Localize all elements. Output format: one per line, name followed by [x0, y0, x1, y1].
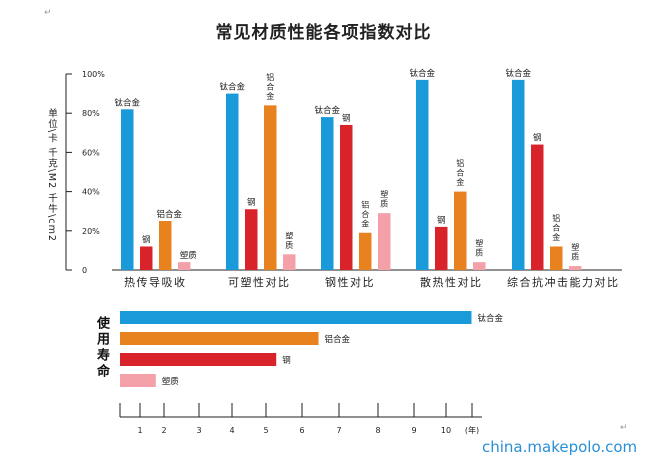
y-tick-label: 80% [82, 109, 100, 118]
bar-0-0 [121, 109, 134, 270]
bar-label: 金 [266, 91, 274, 101]
bar-0-2 [159, 221, 172, 270]
bar-label: 铝 [361, 199, 369, 209]
bar-label: 金 [552, 232, 560, 242]
y-tick-label: 0 [82, 266, 87, 275]
bar-1-1 [245, 209, 258, 270]
bar-2-1 [340, 124, 353, 271]
bar-label: 塑 [475, 239, 483, 248]
category-label: 热传导吸收 [124, 275, 187, 289]
lifespan-tick-label: 1 [137, 426, 142, 435]
bar-0-1 [140, 246, 153, 270]
bar-3-0 [416, 79, 429, 270]
bar-label: 合 [552, 222, 560, 232]
bar-label: 塑 [380, 190, 388, 199]
bar-4-3 [569, 266, 582, 270]
bar-label: 塑 [285, 231, 293, 240]
bar-label: 铝合金 [156, 209, 182, 220]
bar-3-1 [435, 226, 448, 270]
bar-4-1 [531, 144, 544, 270]
bar-2-2 [359, 232, 372, 270]
bar-label: 质 [380, 199, 388, 209]
lifespan-tick-label: 10 [441, 426, 451, 435]
bar-1-2 [264, 105, 277, 270]
bar-label: 铝 [266, 72, 274, 82]
bar-label: 钢 [437, 215, 446, 226]
bar-label: 铝 [552, 213, 560, 223]
lifespan-tick-label: 2 [161, 426, 166, 435]
bar-label: 质 [571, 252, 579, 262]
bar-3-3 [473, 262, 486, 270]
y-axis-label: 单位\卡 千克\M2 千牛\cm2 [46, 108, 57, 242]
bar-4-0 [512, 79, 525, 270]
lifespan-tick-label: (年) [465, 425, 479, 435]
lifespan-bar-label: 钢 [282, 355, 291, 366]
lifespan-tick-label: 6 [299, 426, 304, 435]
bar-label: 质 [475, 248, 483, 258]
lifespan-bar-label: 塑质 [162, 376, 180, 387]
lifespan-tick-label: 3 [196, 426, 201, 435]
bar-label: 钛合金 [505, 68, 531, 79]
lifespan-tick-label: 8 [375, 426, 380, 435]
bar-3-2 [454, 191, 467, 270]
category-label: 散热性对比 [420, 275, 483, 289]
lifespan-tick-label: 4 [229, 426, 234, 435]
bar-label: 金 [361, 218, 369, 228]
bar-label: 合 [361, 209, 369, 219]
y-tick-label: 60% [82, 148, 100, 157]
bar-0-3 [178, 262, 191, 270]
return-mark-top: ↵ [44, 8, 52, 18]
bar-label: 钢 [142, 234, 151, 245]
lifespan-bar-1 [120, 332, 319, 345]
bar-label: 铝 [456, 158, 464, 168]
lifespan-tick-label: 5 [263, 426, 268, 435]
category-label: 综合抗冲击能力对比 [507, 275, 620, 289]
lifespan-bar-label: 铝合金 [325, 334, 351, 345]
bar-1-0 [226, 93, 239, 270]
lifespan-tick-label: 9 [411, 426, 416, 435]
bar-label: 钛合金 [314, 105, 340, 116]
bar-2-3 [378, 213, 391, 270]
bar-label: 钢 [533, 133, 542, 144]
bar-label: 合 [266, 81, 274, 91]
lifespan-bar-2 [120, 353, 277, 366]
bar-2-0 [321, 117, 334, 271]
category-label: 钢性对比 [325, 275, 375, 289]
y-tick-label: 40% [82, 188, 100, 197]
watermark: china.makepolo.com [482, 438, 638, 456]
lifespan-bar-label: 钛合金 [477, 313, 503, 324]
bar-label: 钛合金 [114, 97, 140, 108]
lifespan-bar-0 [120, 311, 472, 324]
bar-label: 钢 [342, 113, 351, 124]
bar-label: 钛合金 [409, 68, 435, 79]
lifespan-axis-label: 使用寿命 [94, 316, 109, 380]
bar-label: 合 [456, 168, 464, 178]
chart-title: 常见材质性能各项指数对比 [215, 23, 432, 43]
lifespan-tick-label: 7 [336, 426, 341, 435]
bar-label: 钛合金 [219, 82, 245, 93]
bar-label: 金 [456, 177, 464, 187]
bar-4-2 [550, 246, 563, 270]
bar-label: 塑 [571, 243, 579, 252]
return-mark-bottom: ↵ [620, 423, 628, 433]
bar-1-3 [283, 254, 296, 270]
lifespan-bar-3 [120, 374, 156, 387]
category-label: 可塑性对比 [228, 275, 291, 289]
bar-label: 钢 [247, 197, 256, 208]
bar-label: 质 [285, 240, 293, 250]
y-tick-label: 20% [82, 227, 100, 236]
bar-label: 塑质 [180, 250, 198, 261]
y-tick-label: 100% [82, 70, 105, 79]
